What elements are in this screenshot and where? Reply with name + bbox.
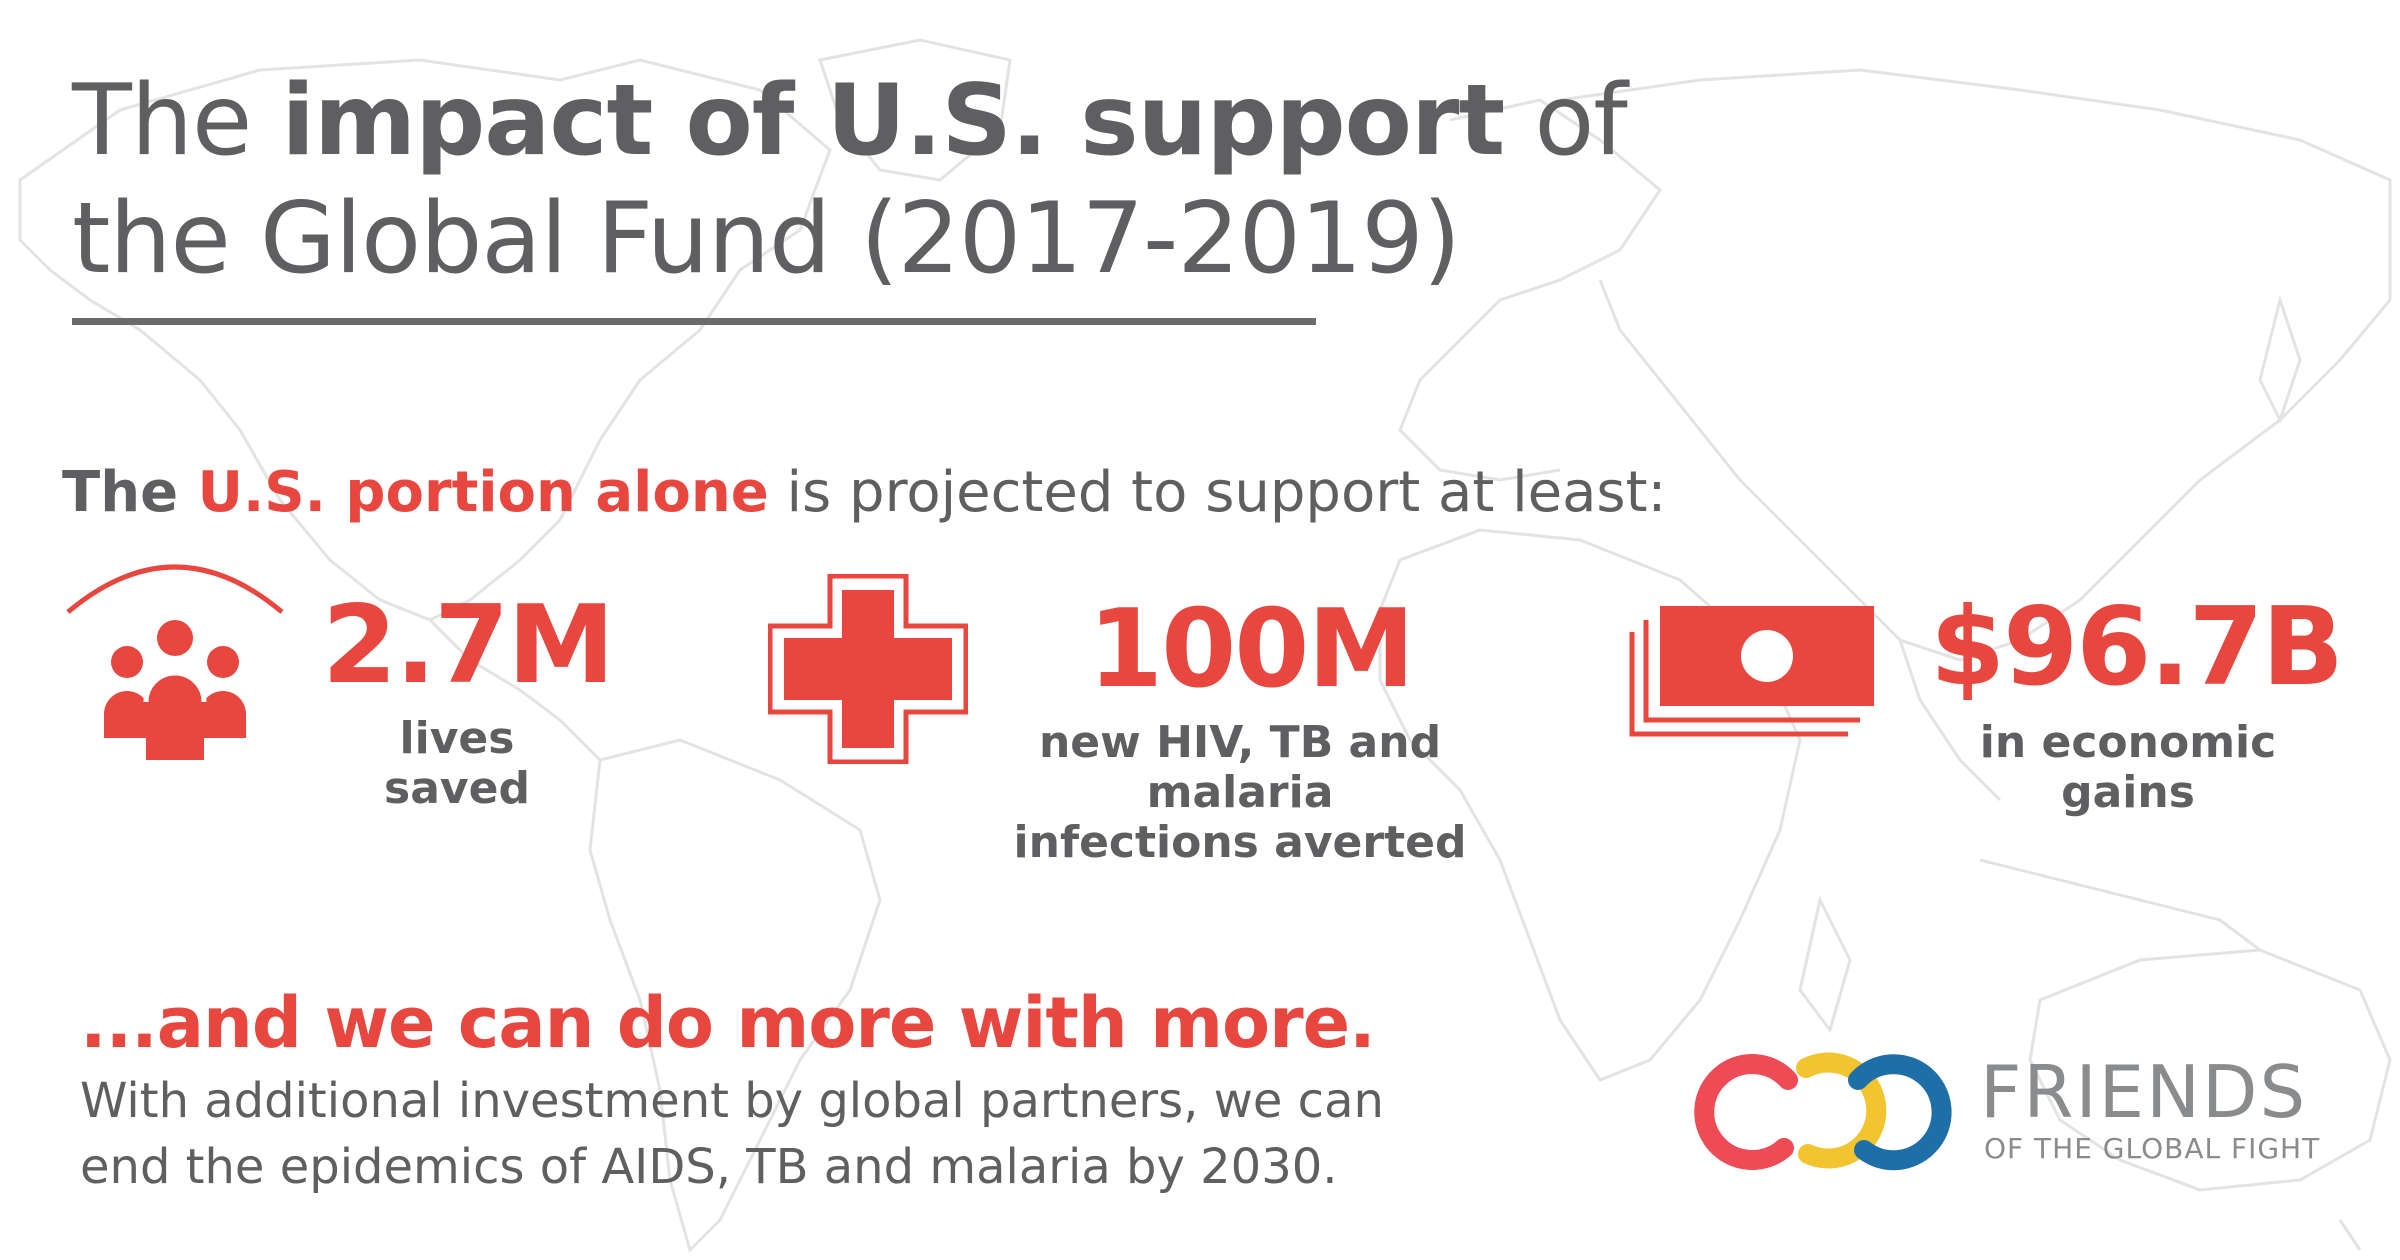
page-title: The impact of U.S. support of the Global… (72, 62, 1628, 298)
title-suffix: of (1504, 64, 1627, 178)
stat-economic-label: in economic gains (1979, 717, 2277, 818)
title-divider (72, 318, 1316, 325)
logo-subtitle: OF THE GLOBAL FIGHT (1984, 1132, 2321, 1165)
stat-infections-label-line-1: new HIV, TB and malaria (1038, 717, 1442, 818)
call-to-action-heading: ...and we can do more with more. (80, 982, 1376, 1064)
stat-infections-label: new HIV, TB and malaria infections avert… (960, 718, 1520, 868)
logo-name: FRIENDS (1980, 1050, 2308, 1134)
intro-text: The U.S. portion alone is projected to s… (62, 460, 1666, 525)
closing-text: With additional investment by global par… (80, 1068, 1480, 1200)
intro-suffix: is projected to support at least: (768, 460, 1667, 525)
interlocking-rings-icon (1694, 1052, 1952, 1171)
people-group-icon (66, 564, 284, 760)
stat-infections-value: 100M (1088, 587, 1415, 712)
stat-infections-label-line-2: infections averted (1013, 817, 1467, 868)
title-line-2: the Global Fund (2017-2019) (72, 182, 1461, 296)
title-emphasis: impact of U.S. support (281, 64, 1505, 178)
money-stack-icon (1629, 606, 1874, 737)
title-prefix: The (72, 64, 282, 178)
closing-line-1: With additional investment by global par… (80, 1073, 1384, 1129)
stat-economic-value: $96.7B (1930, 585, 2344, 710)
medical-cross-icon (768, 574, 968, 764)
stat-lives-label: lives saved (384, 713, 530, 814)
title-line-1: The impact of U.S. support of (72, 62, 1628, 180)
intro-prefix: The (62, 460, 198, 525)
stat-lives-value: 2.7M (322, 583, 615, 708)
closing-line-2: end the epidemics of AIDS, TB and malari… (80, 1139, 1338, 1195)
intro-accent: U.S. portion alone (197, 460, 769, 525)
